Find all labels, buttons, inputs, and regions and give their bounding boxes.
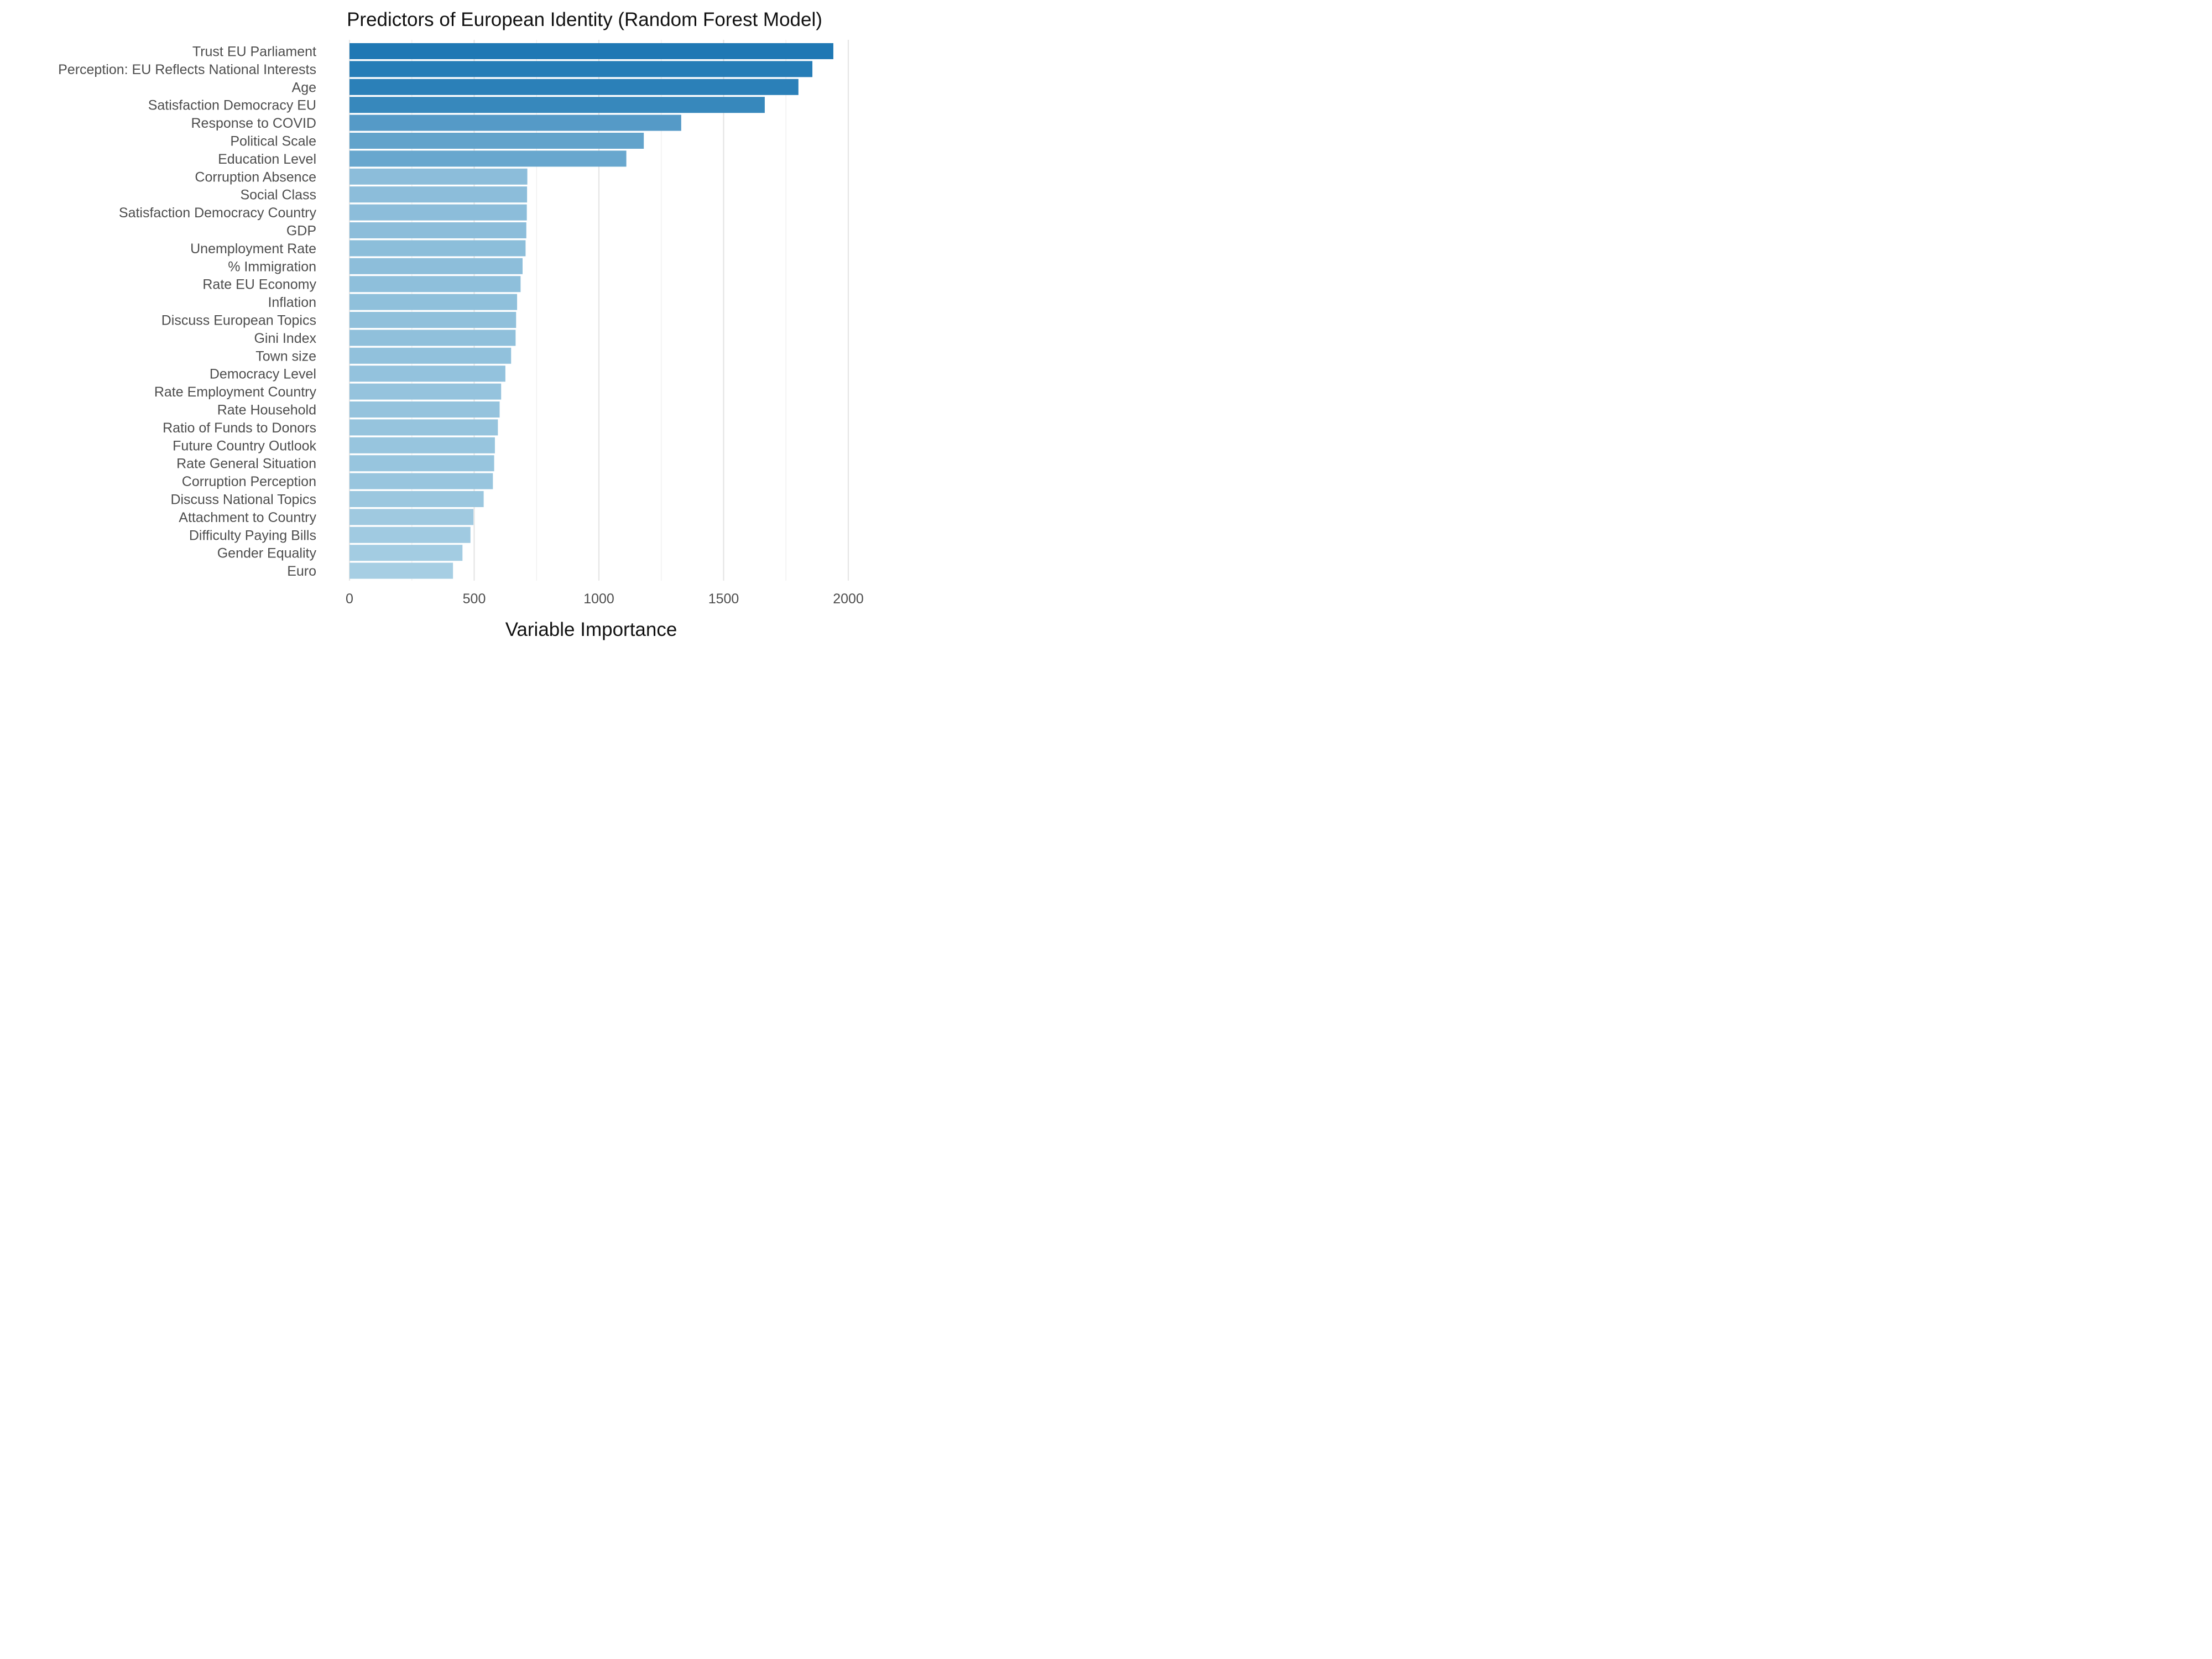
x-tick-label: 2000	[833, 591, 864, 607]
x-tick-label: 1000	[583, 591, 614, 607]
category-label: Corruption Perception	[182, 474, 316, 489]
bar	[349, 258, 523, 274]
bar	[349, 347, 512, 364]
bar	[349, 562, 453, 579]
category-label: GDP	[286, 223, 316, 239]
category-label: Unemployment Rate	[190, 241, 316, 257]
category-label: Democracy Level	[210, 367, 316, 382]
category-label: Ratio of Funds to Donors	[163, 420, 316, 436]
x-axis-ticks: 0 500 1000 1500 2000	[346, 591, 864, 607]
category-label: Education Level	[218, 152, 316, 167]
category-label: Rate General Situation	[176, 456, 316, 472]
bar	[349, 330, 516, 346]
bar	[349, 437, 495, 453]
bar	[349, 526, 471, 543]
bar	[349, 97, 765, 113]
bar	[349, 79, 799, 95]
category-label: Response to COVID	[191, 116, 317, 131]
bar	[349, 186, 528, 203]
category-label: Rate Household	[217, 403, 316, 418]
category-label: Political Scale	[230, 134, 316, 149]
category-label: Euro	[287, 564, 316, 579]
bar	[349, 61, 813, 77]
bar	[349, 401, 500, 418]
bar-chart: Predictors of European Identity (Random …	[58, 9, 864, 640]
category-label: Town size	[255, 348, 316, 364]
category-label: Rate Employment Country	[154, 384, 317, 400]
bar	[349, 150, 627, 167]
x-tick-label: 500	[463, 591, 486, 607]
chart-title: Predictors of European Identity (Random …	[347, 9, 822, 30]
category-label: Gender Equality	[217, 546, 317, 561]
category-label: Discuss National Topics	[170, 492, 316, 508]
category-label: Attachment to Country	[179, 510, 316, 525]
bar	[349, 294, 518, 310]
bar	[349, 545, 463, 561]
bar	[349, 491, 484, 507]
category-label: Trust EU Parliament	[192, 44, 316, 60]
category-label: Difficulty Paying Bills	[189, 528, 316, 543]
bar	[349, 509, 474, 525]
bar	[349, 366, 505, 382]
bar	[349, 276, 521, 293]
bar	[349, 419, 498, 436]
bar	[349, 133, 644, 149]
category-label: Future Country Outlook	[173, 438, 316, 453]
category-label: Satisfaction Democracy EU	[148, 98, 316, 113]
x-tick-label: 0	[346, 591, 353, 607]
x-axis-title: Variable Importance	[505, 619, 677, 640]
category-label: Inflation	[268, 295, 316, 310]
category-label: Age	[292, 80, 316, 95]
x-tick-label: 1500	[708, 591, 739, 607]
category-label: Social Class	[240, 187, 316, 203]
category-label: Gini Index	[254, 331, 316, 346]
bar	[349, 455, 494, 472]
category-label: Satisfaction Democracy Country	[119, 205, 317, 221]
bars	[349, 43, 833, 579]
category-label: Perception: EU Reflects National Interes…	[58, 62, 316, 77]
category-label: Corruption Absence	[195, 169, 316, 185]
category-labels: Trust EU Parliament Perception: EU Reflec…	[58, 44, 316, 580]
bar	[349, 168, 528, 185]
bar	[349, 473, 493, 489]
bar	[349, 383, 502, 400]
bar	[349, 312, 517, 328]
category-label: % Immigration	[228, 259, 316, 274]
bar	[349, 43, 833, 59]
bar	[349, 204, 527, 221]
bar	[349, 222, 526, 238]
category-label: Rate EU Economy	[202, 277, 316, 293]
bar	[349, 114, 681, 131]
category-label: Discuss European Topics	[161, 313, 316, 328]
bar	[349, 240, 526, 257]
